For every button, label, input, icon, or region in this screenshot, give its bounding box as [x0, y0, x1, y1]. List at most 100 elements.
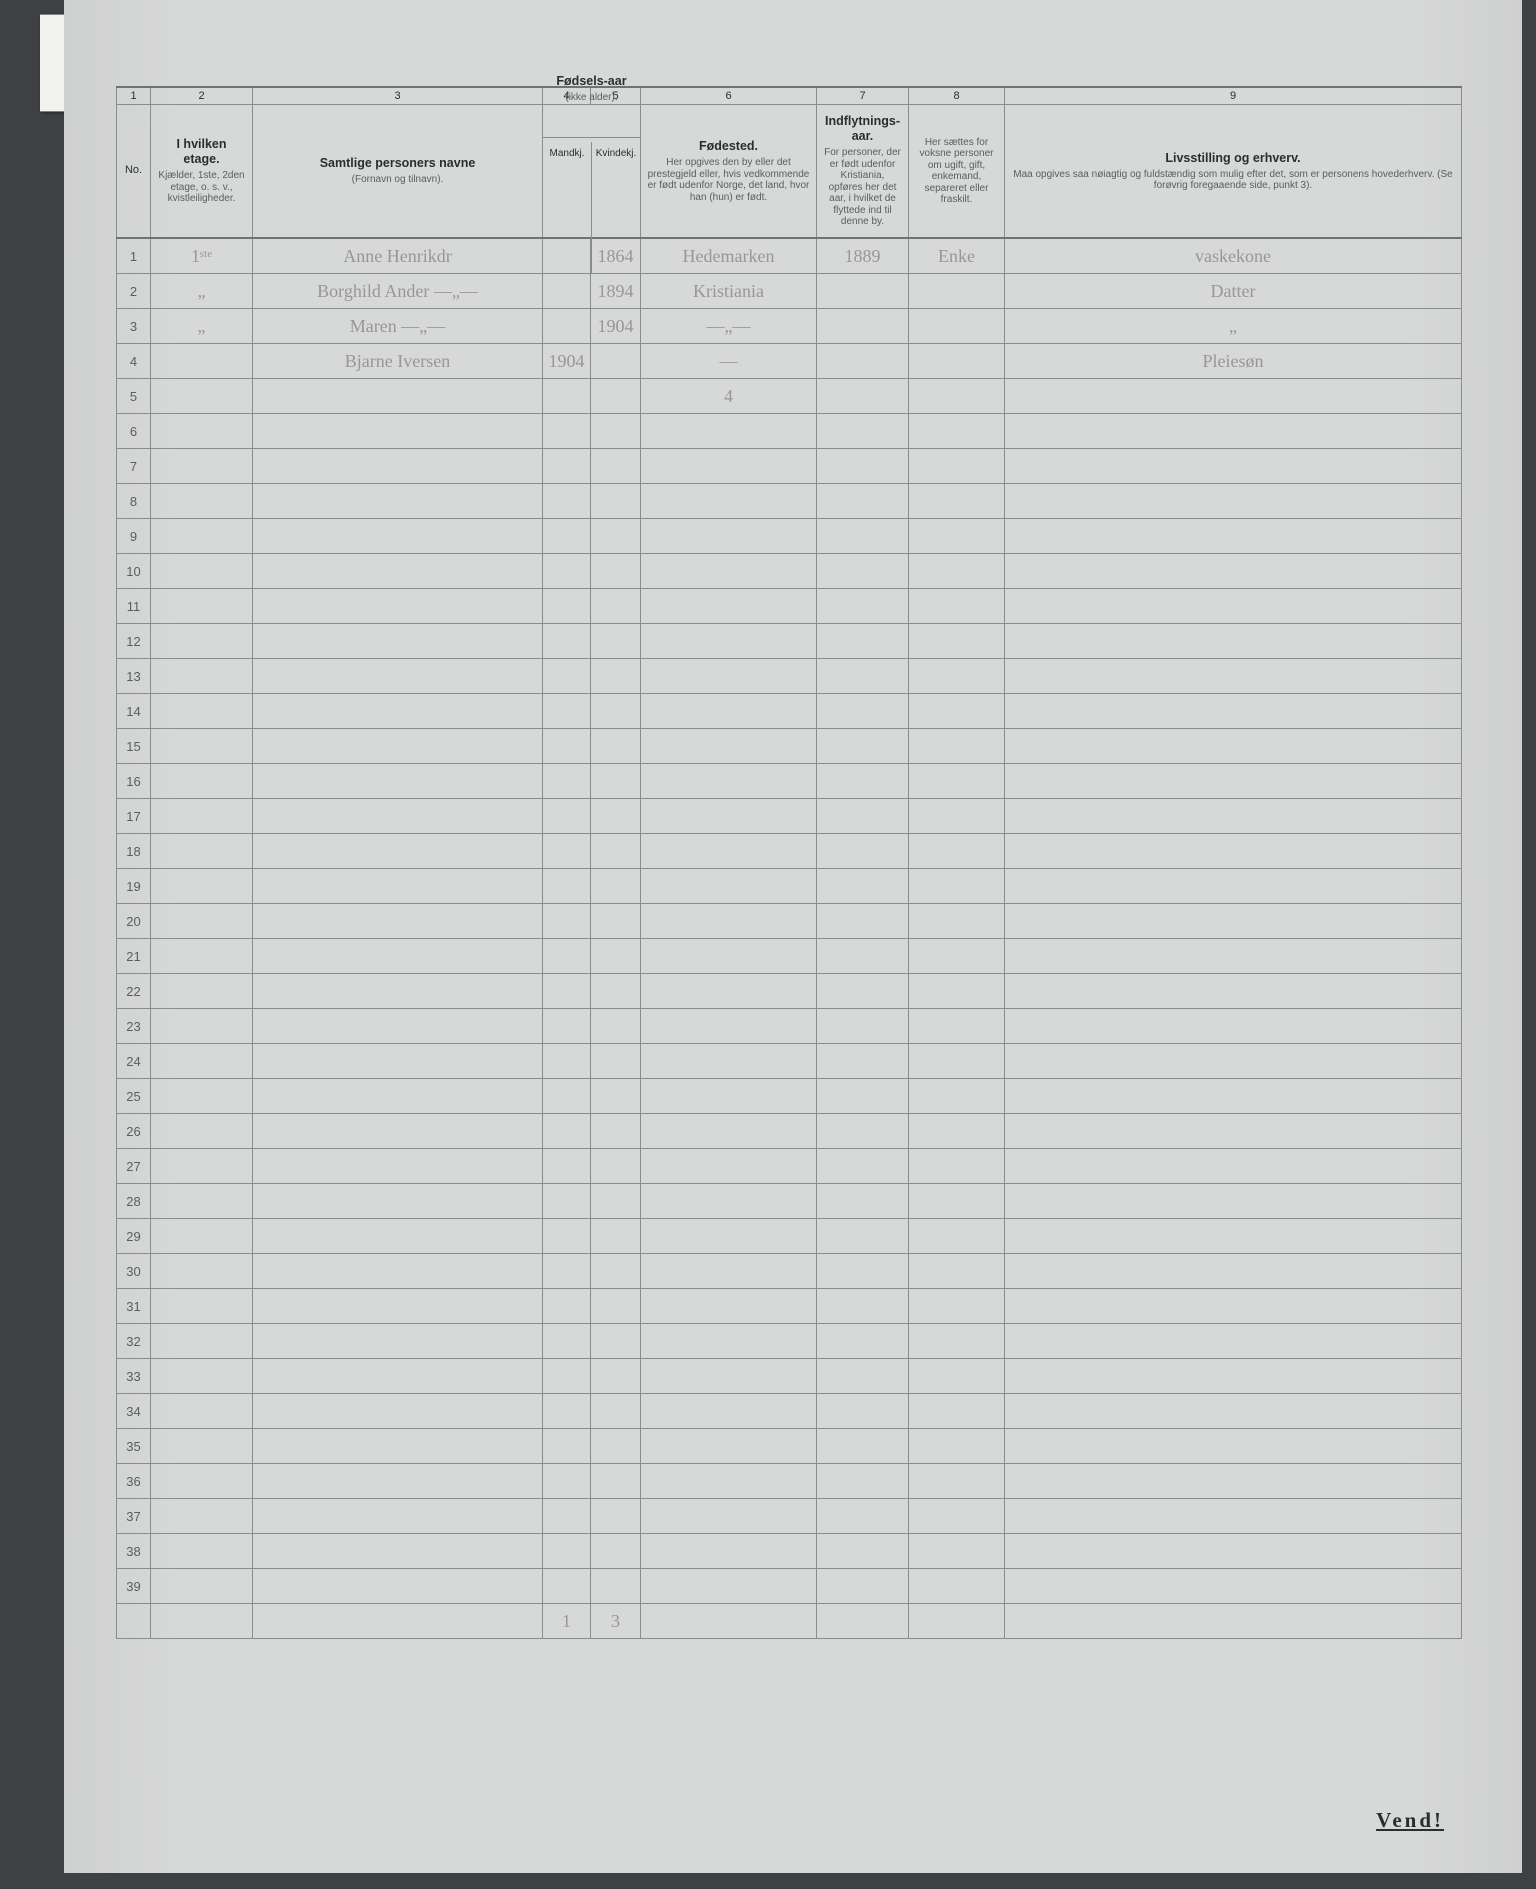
table-row: 11: [117, 589, 1462, 624]
table-row: 13: [117, 1604, 1462, 1639]
cell: [253, 624, 543, 659]
cell: [253, 1499, 543, 1534]
table-row: 26: [117, 1114, 1462, 1149]
cell: [1005, 869, 1462, 904]
cell: Maren —„—: [253, 309, 543, 344]
row-no: 34: [117, 1394, 151, 1429]
cell: [909, 1569, 1005, 1604]
cell: [909, 484, 1005, 519]
cell: Hedemarken: [641, 238, 817, 274]
cell: [543, 1359, 591, 1394]
cell: [591, 1569, 641, 1604]
table-row: 20: [117, 904, 1462, 939]
cell: [1005, 624, 1462, 659]
cell: [543, 1289, 591, 1324]
cell: [591, 519, 641, 554]
table-row: 23: [117, 1009, 1462, 1044]
cell: [543, 1079, 591, 1114]
cell: [817, 694, 909, 729]
cell: [817, 1429, 909, 1464]
cell: [253, 379, 543, 414]
cell: [1005, 449, 1462, 484]
cell: [253, 1359, 543, 1394]
cell: [1005, 659, 1462, 694]
cell: [817, 1114, 909, 1149]
row-no: 15: [117, 729, 151, 764]
row-no: 13: [117, 659, 151, 694]
cell: [1005, 1219, 1462, 1254]
cell: 3: [591, 1604, 641, 1639]
cell: [641, 904, 817, 939]
table-row: 6: [117, 414, 1462, 449]
cell: [909, 1604, 1005, 1639]
cell: 1: [543, 1604, 591, 1639]
scan-frame: 1 2 3 4 5 6 7 8 9 No. I hvilken etage. K…: [0, 0, 1536, 1889]
cell: [909, 449, 1005, 484]
cell: [641, 1359, 817, 1394]
cell: [591, 1429, 641, 1464]
cell: [641, 1289, 817, 1324]
cell: [641, 1149, 817, 1184]
row-no: 1: [117, 238, 151, 274]
cell: [591, 1114, 641, 1149]
row-no: 39: [117, 1569, 151, 1604]
cell: [543, 624, 591, 659]
cell: [817, 1604, 909, 1639]
cell: Borghild Ander —„—: [253, 274, 543, 309]
table-row: 2„Borghild Ander —„—1894KristianiaDatter: [117, 274, 1462, 309]
row-no: 32: [117, 1324, 151, 1359]
cell: [817, 1184, 909, 1219]
cell: [151, 1394, 253, 1429]
cell: [909, 589, 1005, 624]
cell: [543, 1324, 591, 1359]
cell: [817, 1499, 909, 1534]
cell: [817, 414, 909, 449]
cell: [817, 589, 909, 624]
cell: [641, 1079, 817, 1114]
cell: „: [1005, 309, 1462, 344]
cell: [591, 1324, 641, 1359]
cell: [253, 869, 543, 904]
cell: [1005, 379, 1462, 414]
cell: [151, 1184, 253, 1219]
cell: Pleiesøn: [1005, 344, 1462, 379]
cell: [591, 1149, 641, 1184]
cell: 1904: [591, 309, 641, 344]
cell: [151, 344, 253, 379]
cell: [253, 414, 543, 449]
cell: [151, 1114, 253, 1149]
row-no: 16: [117, 764, 151, 799]
cell: [641, 1499, 817, 1534]
cell: [591, 729, 641, 764]
table-row: 19: [117, 869, 1462, 904]
table-row: 30: [117, 1254, 1462, 1289]
cell: [253, 1464, 543, 1499]
table-row: 11ˢᵗᵉAnne Henrikdr1864Hedemarken1889Enke…: [117, 238, 1462, 274]
cell: [151, 869, 253, 904]
cell: [151, 379, 253, 414]
cell: [817, 1079, 909, 1114]
cell: „: [151, 309, 253, 344]
table-row: 18: [117, 834, 1462, 869]
cell: [909, 1394, 1005, 1429]
cell: [1005, 1184, 1462, 1219]
cell: [817, 1324, 909, 1359]
cell: Bjarne Iversen: [253, 344, 543, 379]
cell: [591, 1499, 641, 1534]
hdr-moved: Indflytnings-aar. For personer, der er f…: [817, 105, 909, 239]
cell: 1894: [591, 274, 641, 309]
cell: [253, 694, 543, 729]
cell: [909, 869, 1005, 904]
table-row: 38: [117, 1534, 1462, 1569]
cell: [641, 449, 817, 484]
cell: [151, 414, 253, 449]
cell: [591, 834, 641, 869]
cell: —: [641, 344, 817, 379]
table-row: 16: [117, 764, 1462, 799]
cell: [151, 624, 253, 659]
cell: [151, 1079, 253, 1114]
cell: [151, 1324, 253, 1359]
row-no: 25: [117, 1079, 151, 1114]
hdr-birthyear: Fødsels-aar (ikke alder). Mandkj. Kvinde…: [543, 105, 641, 239]
coln-2: 2: [151, 87, 253, 105]
